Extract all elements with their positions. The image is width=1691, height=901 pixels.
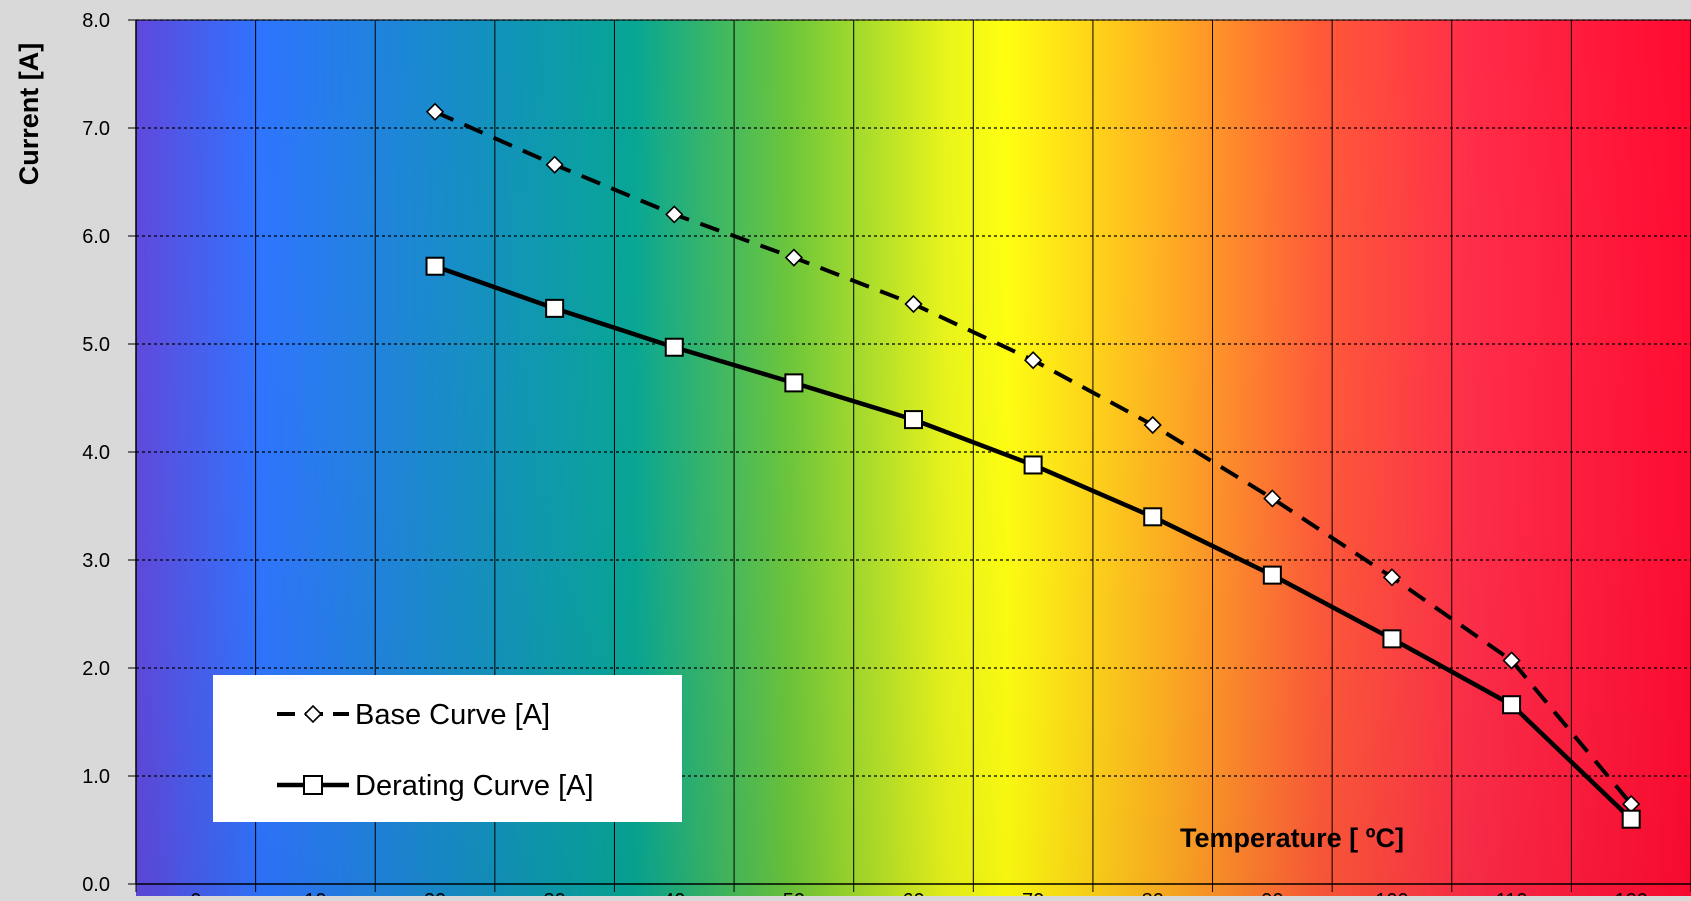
legend-items: Base Curve [A] Derating Curve [A]	[277, 699, 594, 802]
y-tick-label: 1.0	[82, 766, 110, 788]
y-tick-label: 4.0	[82, 442, 110, 464]
legend-square-icon	[303, 775, 323, 795]
series-layer	[425, 102, 1641, 829]
x-tick-label: 10	[304, 890, 326, 896]
base-curve-point	[904, 294, 923, 314]
base-curve-point	[665, 205, 684, 224]
legend-diamond-icon	[303, 704, 323, 724]
derating-curve-point	[545, 298, 565, 318]
derating-curve-point	[664, 337, 684, 357]
legend-label: Base Curve [A]	[355, 699, 550, 731]
x-tick-label: 20	[424, 890, 446, 896]
x-tick-label: 40	[663, 890, 685, 896]
derating-curve-point	[1143, 507, 1163, 527]
y-axis-title: Current [A]	[14, 43, 44, 186]
x-tick-label: 0	[190, 890, 201, 896]
y-tick-label: 3.0	[82, 550, 110, 572]
derating-curve-point	[904, 410, 923, 430]
base-curve-point	[1143, 415, 1162, 435]
y-tick-label: 7.0	[82, 118, 110, 140]
derating-curve-point	[1023, 455, 1043, 475]
legend-box	[213, 675, 682, 822]
y-tick-label: 2.0	[82, 658, 110, 680]
legend-label: Derating Curve [A]	[355, 770, 594, 802]
derating-curve-point	[1502, 695, 1522, 715]
legend: Base Curve [A] Derating Curve [A]	[213, 675, 682, 822]
base-curve-point	[545, 155, 564, 174]
x-tick-label: 110	[1496, 890, 1528, 896]
derating-curve-point	[1382, 629, 1402, 649]
base-curve-point	[1263, 489, 1282, 508]
y-tick-label: 8.0	[82, 10, 110, 32]
derating-curve-point	[1621, 809, 1641, 829]
x-tick-label: 90	[1261, 890, 1283, 896]
derating-curve-point	[1262, 565, 1282, 585]
base-curve-point	[1382, 568, 1402, 587]
x-tick-label: 100	[1375, 890, 1408, 896]
x-tick-label: 70	[1022, 890, 1044, 896]
x-tick-label: 50	[783, 890, 805, 896]
base-curve-point	[1502, 651, 1521, 670]
base-curve-point	[784, 248, 804, 267]
x-tick-label: 30	[544, 890, 566, 896]
base-curve-point	[1023, 351, 1043, 370]
x-tick-label: 80	[1142, 890, 1164, 896]
x-tick-label: 60	[902, 890, 924, 896]
derating-curve-point	[784, 373, 804, 393]
x-axis-title: Temperature [ ºC]	[1180, 823, 1404, 853]
y-tick-label: 0.0	[82, 874, 110, 896]
x-tick-label: 120	[1615, 890, 1648, 896]
y-tick-label: 5.0	[82, 334, 110, 356]
base-curve-point	[425, 102, 445, 121]
derating-curve-point	[425, 256, 445, 276]
y-tick-label: 6.0	[82, 226, 110, 248]
